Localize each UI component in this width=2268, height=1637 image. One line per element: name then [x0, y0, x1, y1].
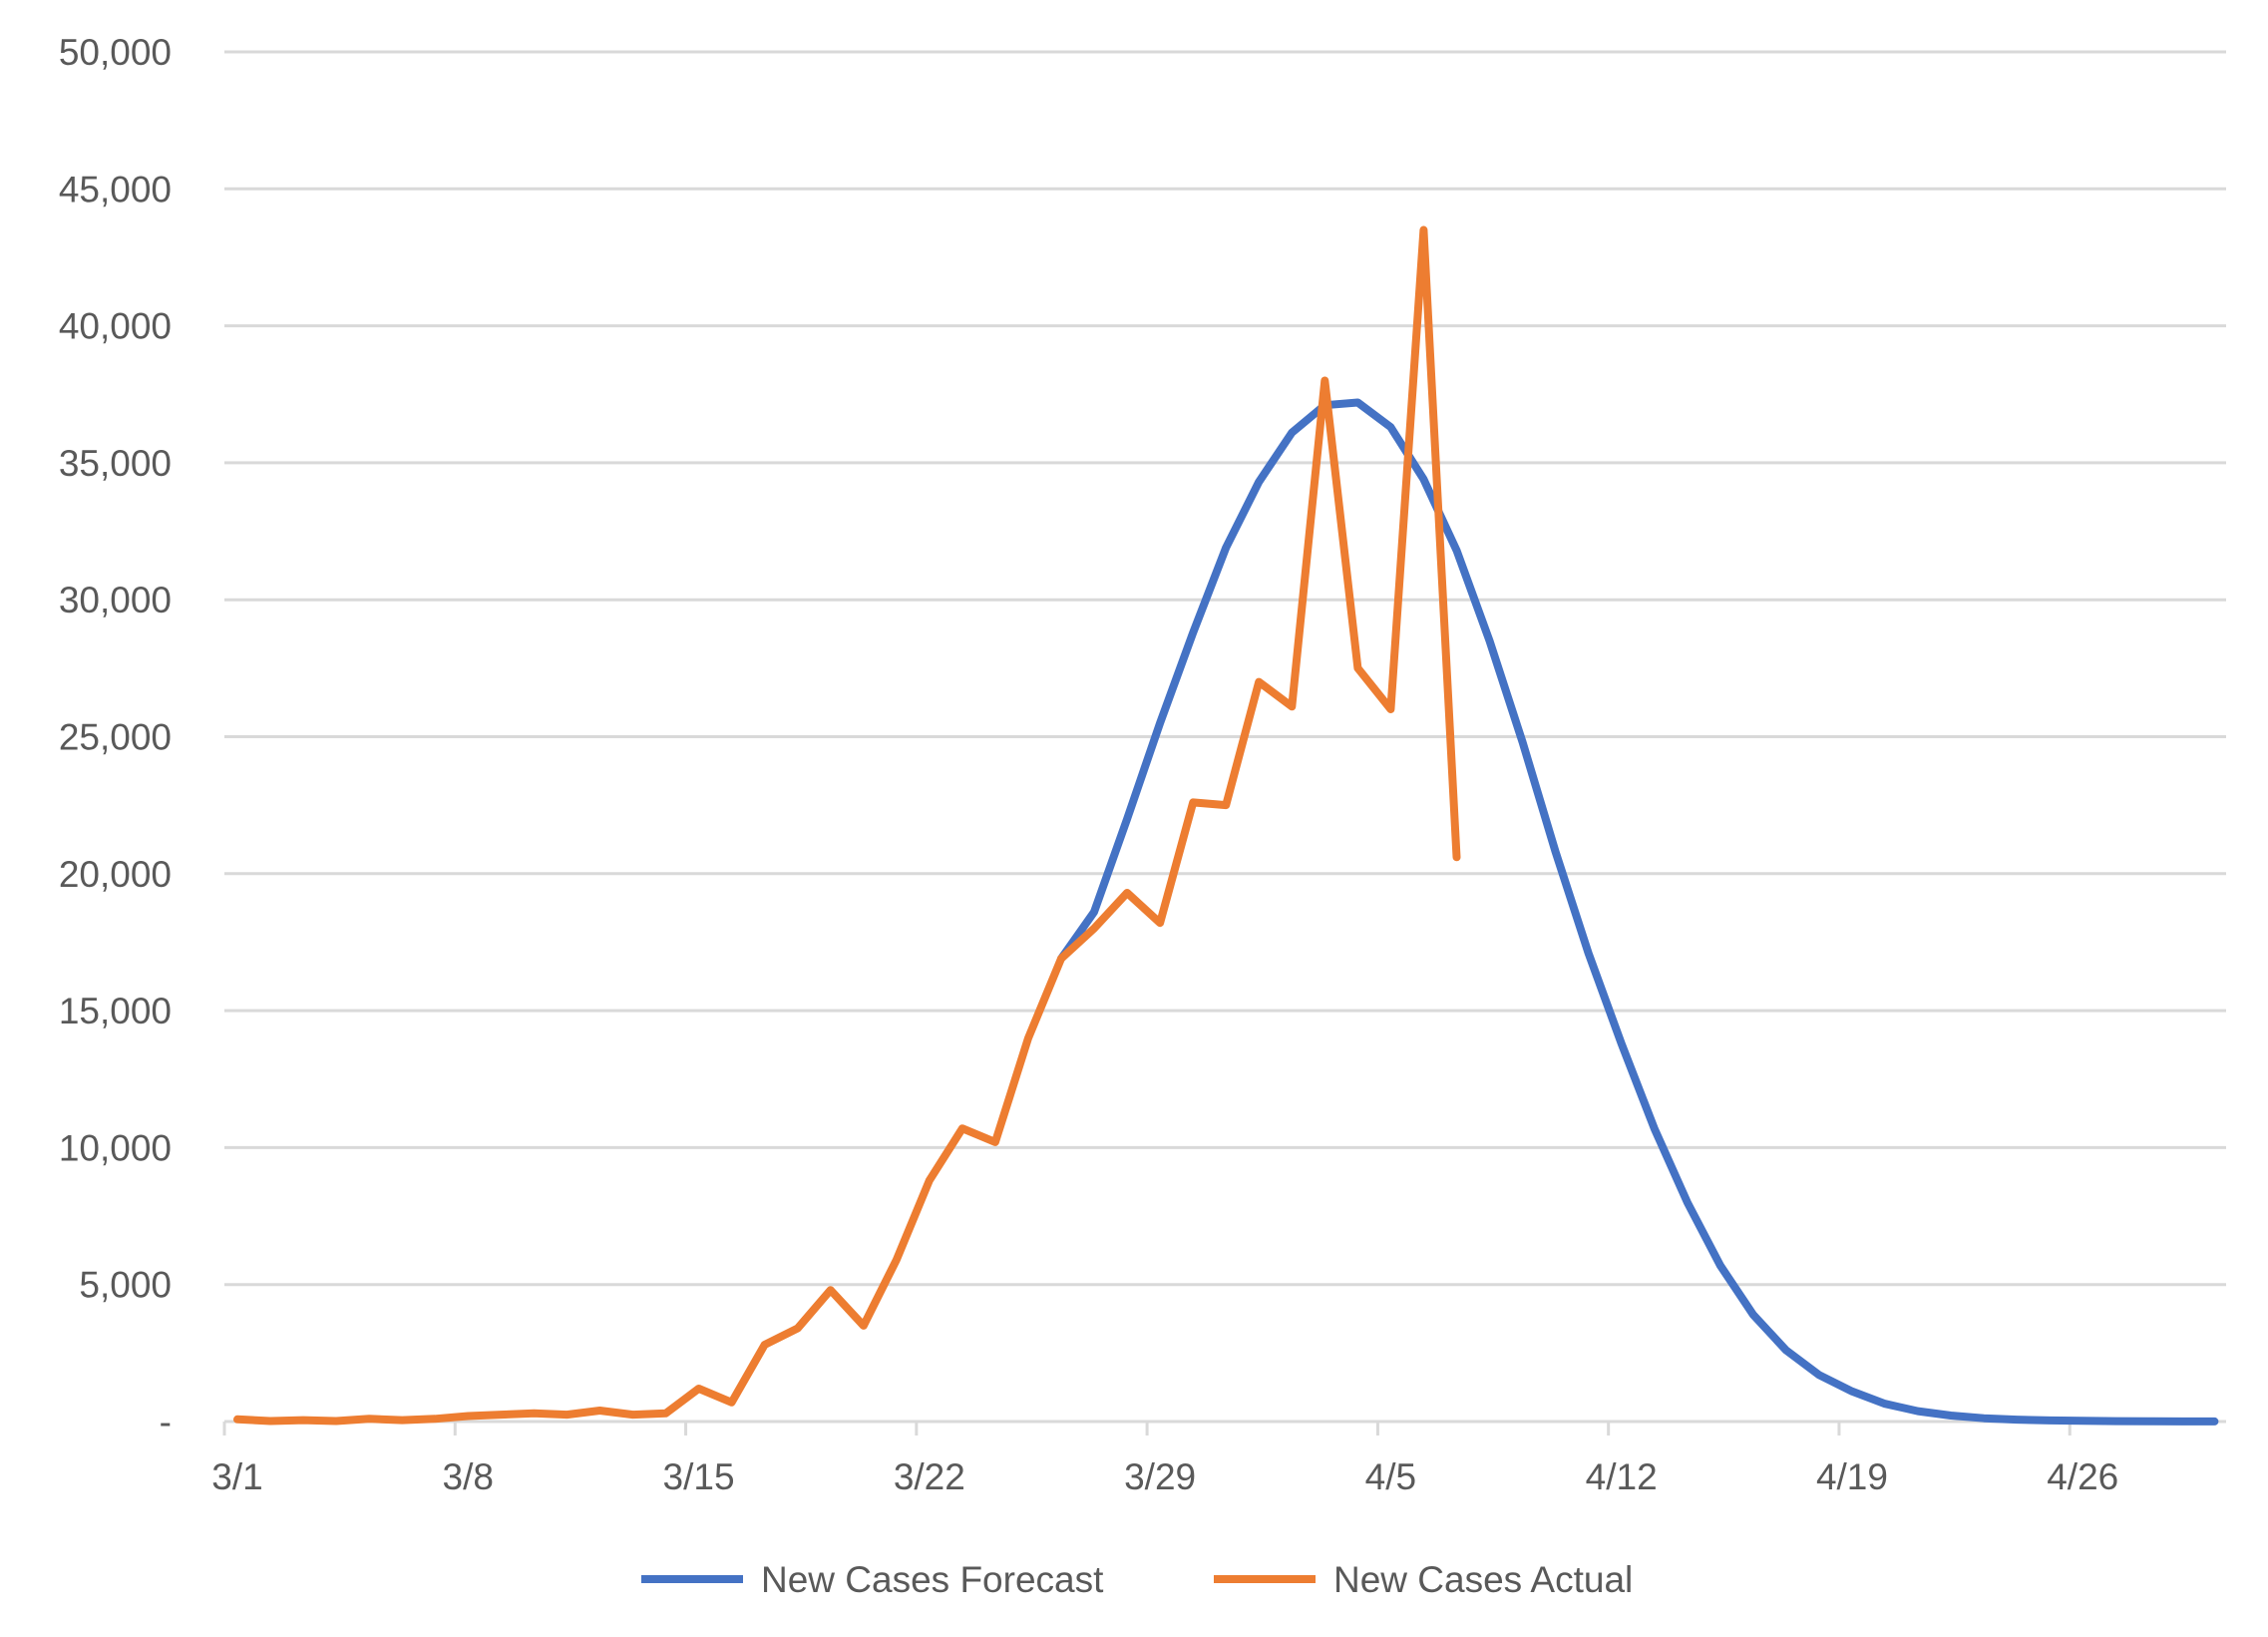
y-tick-label: 35,000: [59, 443, 172, 484]
x-tick-label: 3/22: [894, 1456, 965, 1497]
x-axis: 3/1 3/8 3/15 3/22 3/29 4/5 4/12 4/19 4/26: [211, 1420, 2226, 1497]
series-line-actual: [233, 225, 1461, 1426]
x-tick-label: 4/19: [1816, 1456, 1888, 1497]
y-tick-label: 50,000: [59, 32, 172, 73]
legend-label: New Cases Actual: [1333, 1559, 1633, 1600]
series-lines: [233, 225, 2219, 1426]
legend: New Cases Forecast New Cases Actual: [641, 1559, 1633, 1600]
gridlines: [224, 50, 2226, 1287]
legend-item: New Cases Forecast: [641, 1559, 1104, 1600]
legend-label: New Cases Forecast: [761, 1559, 1104, 1600]
series-line-forecast: [1057, 398, 2219, 1426]
y-tick-label: -: [160, 1402, 172, 1442]
y-tick-label: 5,000: [79, 1265, 172, 1306]
y-axis-tick-labels: - 5,000 10,000 15,000 20,000 25,000 30,000 35,0…: [59, 32, 172, 1442]
y-tick-label: 20,000: [59, 854, 172, 895]
x-tick-label: 3/8: [443, 1456, 494, 1497]
y-tick-label: 40,000: [59, 306, 172, 347]
x-tick-label: 4/26: [2047, 1456, 2118, 1497]
x-tick-label: 4/12: [1586, 1456, 1658, 1497]
x-tick-label: 3/29: [1124, 1456, 1196, 1497]
y-tick-label: 15,000: [59, 991, 172, 1031]
y-tick-label: 30,000: [59, 580, 172, 620]
x-tick-label: 3/15: [663, 1456, 735, 1497]
x-tick-label: 3/1: [211, 1456, 262, 1497]
x-tick-label: 4/5: [1365, 1456, 1416, 1497]
y-tick-label: 10,000: [59, 1127, 172, 1168]
legend-item: New Cases Actual: [1214, 1559, 1633, 1600]
y-tick-label: 45,000: [59, 169, 172, 209]
y-tick-label: 25,000: [59, 717, 172, 758]
